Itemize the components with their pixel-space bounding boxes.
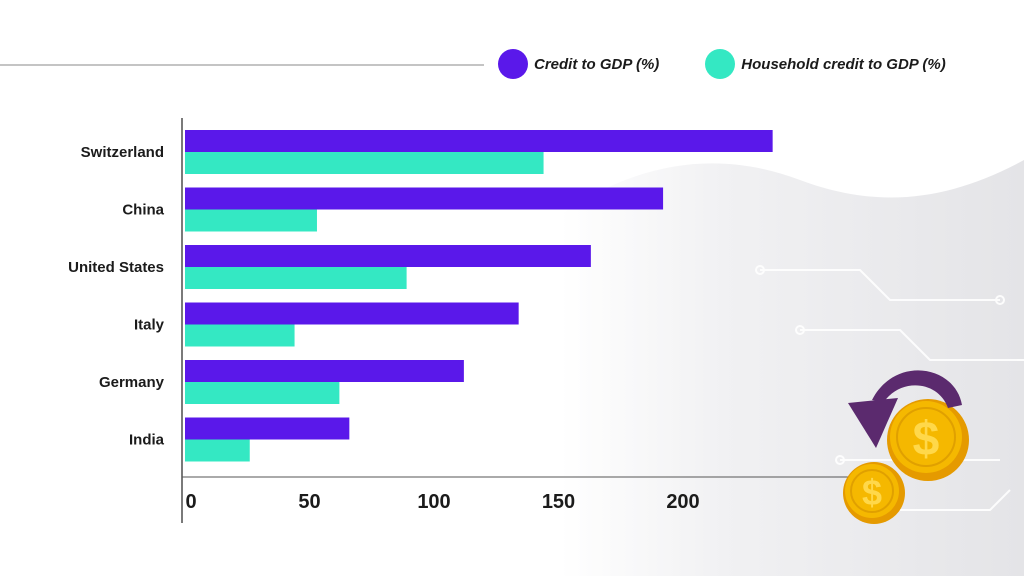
coins-illustration: $ $ — [843, 370, 969, 524]
legend-swatch-credit — [498, 49, 528, 79]
bar-switzerland-household — [185, 152, 544, 174]
bar-italy-household — [185, 324, 295, 347]
large-coin-dollar-icon: $ — [913, 413, 940, 466]
small-coin: $ — [843, 462, 905, 524]
category-label-germany: Germany — [99, 374, 165, 391]
small-coin-dollar-icon: $ — [862, 472, 882, 513]
legend-item-credit: Credit to GDP (%) — [498, 49, 659, 79]
x-tick-labels: 0 50 100 150 200 — [185, 491, 699, 513]
curved-arrow-icon — [848, 370, 962, 448]
category-labels: Switzerland China United States Italy German… — [68, 144, 165, 449]
chart-legend: Credit to GDP (%) Household credit to GD… — [498, 48, 992, 80]
bar-china-household — [185, 209, 317, 232]
category-label-united-states: United States — [68, 259, 164, 276]
bar-india-credit — [185, 417, 350, 440]
bar-united-states-household — [185, 267, 407, 289]
category-label-switzerland: Switzerland — [81, 144, 164, 161]
legend-swatch-household — [705, 49, 736, 79]
bar-germany-household — [185, 382, 340, 404]
bar-china-credit — [185, 187, 664, 210]
x-tick-label-100: 100 — [417, 491, 450, 513]
legend-label-credit: Credit to GDP (%) — [534, 55, 660, 73]
bar-switzerland-credit — [185, 130, 773, 152]
large-coin: $ — [887, 399, 969, 481]
x-tick-label-0: 0 — [185, 491, 196, 513]
category-label-italy: Italy — [134, 317, 165, 334]
x-tick-label-150: 150 — [542, 491, 575, 513]
bar-india-household — [185, 439, 250, 462]
category-label-india: India — [129, 432, 165, 449]
legend-label-household: Household credit to GDP (%) — [741, 55, 946, 73]
bar-united-states-credit — [185, 245, 591, 267]
bars-group — [185, 130, 773, 462]
bar-germany-credit — [185, 360, 464, 382]
x-tick-label-200: 200 — [666, 491, 699, 513]
x-tick-label-50: 50 — [298, 491, 320, 513]
category-label-china: China — [122, 202, 164, 219]
bar-italy-credit — [185, 302, 519, 325]
legend-item-household: Household credit to GDP (%) — [705, 49, 946, 79]
